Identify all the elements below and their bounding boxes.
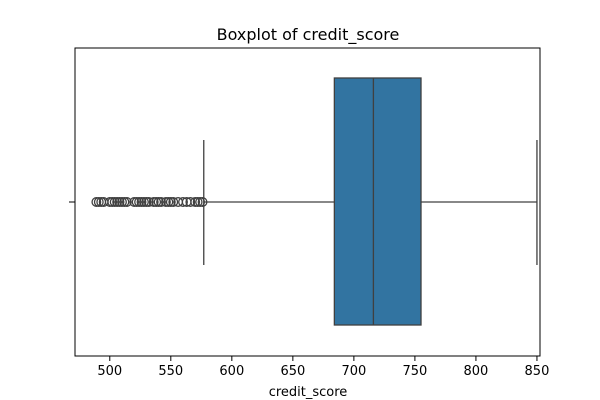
outlier-point <box>185 197 196 207</box>
x-tick-label: 700 <box>341 364 366 379</box>
x-tick-label: 800 <box>464 364 489 379</box>
x-tick-label: 600 <box>219 364 244 379</box>
outlier-point <box>156 197 166 207</box>
x-tick-label: 750 <box>402 364 427 379</box>
outlier-point <box>178 197 188 207</box>
outlier-point <box>168 197 179 207</box>
chart-title: Boxplot of credit_score <box>217 25 400 45</box>
x-axis-label: credit_score <box>269 385 348 400</box>
x-tick-label: 650 <box>280 364 305 379</box>
outlier-point <box>197 197 208 207</box>
x-tick-label: 850 <box>525 364 550 379</box>
outlier-point <box>143 197 154 207</box>
x-tick-label: 550 <box>158 364 183 379</box>
x-tick-label: 500 <box>97 364 122 379</box>
box-group <box>203 77 538 326</box>
outlier-point <box>121 197 132 207</box>
x-axis: 500 550 600 650 700 750 800 850 <box>97 356 549 379</box>
iqr-box <box>333 77 422 326</box>
outliers-group <box>91 197 208 207</box>
